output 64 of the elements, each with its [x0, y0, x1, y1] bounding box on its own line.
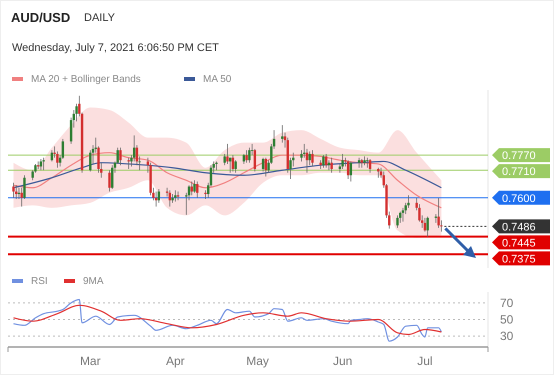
- candlestick: [232, 154, 234, 172]
- candlestick: [328, 160, 330, 171]
- candlestick: [171, 194, 174, 204]
- candlestick: [424, 217, 426, 232]
- candlestick: [437, 198, 440, 228]
- candlestick: [215, 161, 218, 171]
- candlestick: [50, 150, 54, 162]
- candlestick: [346, 160, 350, 180]
- ref-line-label: 0.7770: [502, 150, 536, 162]
- candlestick: [228, 157, 232, 174]
- candlestick: [127, 157, 130, 170]
- candlestick: [366, 157, 369, 168]
- candlestick: [350, 161, 352, 182]
- candlestick: [190, 181, 193, 196]
- candlestick: [308, 151, 311, 166]
- candlestick: [358, 157, 360, 168]
- x-tick-label: May: [246, 354, 269, 368]
- x-tick-label: Jul: [417, 354, 433, 368]
- y-tick-label: 50: [500, 312, 514, 326]
- line-series: [12, 304, 442, 336]
- candlestick: [368, 158, 372, 174]
- x-tick-label: Jun: [332, 354, 352, 368]
- candlestick: [377, 167, 380, 178]
- ref-line-label: 0.7486: [502, 221, 536, 234]
- candlestick: [426, 216, 429, 238]
- y-tick-label: 70: [500, 296, 514, 310]
- candlestick: [324, 154, 328, 168]
- y-tick-label: 30: [500, 329, 514, 344]
- x-tick-label: Mar: [80, 354, 101, 368]
- candlestick: [40, 158, 42, 171]
- legend-label: MA 20 + Bollinger Bands: [31, 74, 141, 85]
- x-tick-label: Apr: [166, 354, 185, 368]
- legend-label: RSI: [31, 276, 48, 287]
- candlestick: [262, 157, 264, 172]
- candlestick: [234, 160, 237, 174]
- candlestick: [15, 184, 18, 200]
- chart-title: AUD/USD: [11, 10, 70, 25]
- candlestick: [168, 190, 172, 207]
- ref-line-label: 0.7375: [502, 253, 536, 266]
- candlestick: [154, 191, 158, 207]
- ref-line-label: 0.7445: [502, 237, 536, 250]
- candlestick: [322, 154, 325, 168]
- legend-label: MA 50: [203, 74, 232, 85]
- candlestick: [281, 124, 284, 144]
- candlestick: [226, 144, 229, 164]
- line-series: [12, 298, 442, 342]
- ref-line-label: 0.7600: [502, 192, 536, 205]
- ref-line-label: 0.7710: [502, 166, 536, 178]
- candlestick: [248, 147, 251, 164]
- candlestick: [245, 150, 248, 164]
- candlestick: [111, 164, 114, 190]
- candlestick: [330, 157, 333, 174]
- candlestick: [174, 190, 177, 202]
- chart-subtitle: DAILY: [84, 12, 116, 24]
- text: Wednesday, July 7, 2021 6:06:50 PM CET: [12, 42, 220, 54]
- candlestick: [20, 187, 23, 207]
- candlestick: [341, 154, 344, 170]
- candlestick: [196, 181, 198, 198]
- legend-label: 9MA: [83, 276, 104, 287]
- candlestick: [42, 157, 45, 171]
- candlestick: [303, 144, 306, 158]
- candlestick: [158, 188, 160, 204]
- candlestick: [264, 157, 268, 177]
- candlestick: [242, 154, 246, 164]
